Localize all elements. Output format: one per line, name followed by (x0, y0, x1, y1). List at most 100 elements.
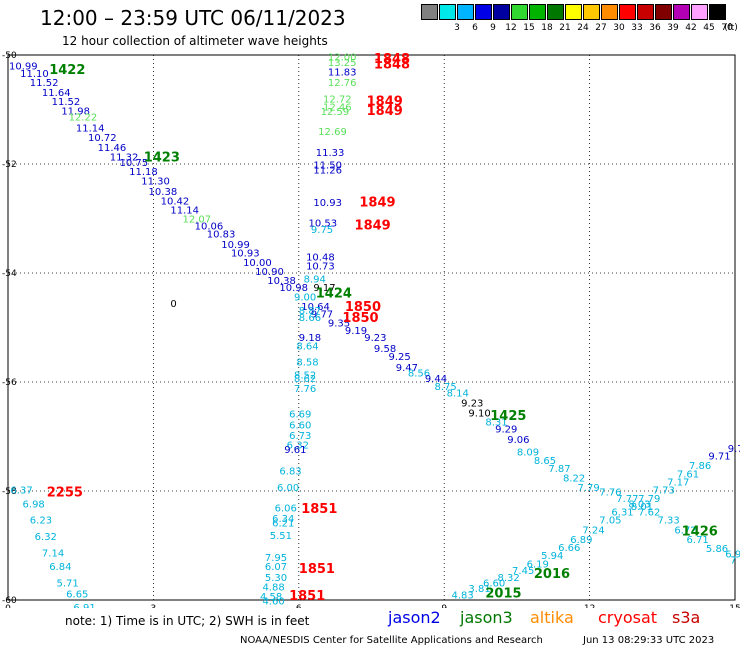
wave-height-map: -50-52-54-56-58-6003691215 10.9911.1011.… (2, 51, 740, 608)
wave-height-label: 12.22 (69, 112, 98, 123)
wave-height-label: 9.71 (708, 451, 730, 462)
x-tick-label: 6 (296, 604, 302, 608)
wave-height-label: 6.66 (558, 543, 580, 554)
pass-time-label: 1849 (367, 104, 403, 119)
legend-label: 12 (505, 23, 517, 33)
x-tick-label: 9 (441, 604, 447, 608)
wave-height-label: 8.22 (563, 474, 585, 485)
footnote: note: 1) Time is in UTC; 2) SWH is in fe… (65, 614, 310, 628)
legend-label: 27 (595, 23, 607, 33)
wave-height-label: 11.33 (316, 148, 345, 159)
wave-height-label: 9.35 (328, 318, 350, 329)
legend-jason2: jason2 (388, 608, 441, 627)
wave-height-label: 6.32 (287, 440, 309, 451)
pass-time-label: 1849 (355, 218, 391, 233)
legend-s3a: s3a (672, 608, 701, 627)
wave-height-label: 9.18 (299, 333, 321, 344)
wave-height-label: 10.83 (207, 230, 236, 241)
wave-height-label: 7.33 (657, 516, 679, 527)
y-tick-label: -58 (2, 487, 17, 497)
wave-height-label: 9.29 (495, 425, 517, 436)
wave-height-label: 5.86 (706, 544, 728, 555)
wave-height-label: 6.21 (272, 518, 294, 529)
y-tick-label: -60 (2, 596, 17, 606)
wave-height-label: 7.76 (294, 384, 316, 395)
wave-height-label: 7.87 (548, 464, 570, 475)
wave-height-label: 8.64 (296, 341, 318, 352)
wave-height-label: 10.72 (88, 133, 117, 144)
legend-label: 30 (613, 23, 625, 33)
wave-height-label: 7.45 (512, 566, 534, 577)
wave-height-label: 8.87 (299, 306, 321, 317)
wave-height-label: 7.95 (265, 553, 287, 564)
y-tick-label: -52 (2, 160, 17, 170)
wave-height-label: 5.51 (270, 531, 292, 542)
wave-height-label: 8.94 (304, 274, 326, 285)
wave-height-label: 9.77 (311, 310, 333, 321)
wave-height-label: 4.83 (451, 590, 473, 601)
wave-height-label: 8.75 (435, 382, 457, 393)
y-tick-label: -56 (2, 378, 17, 388)
wave-height-label: 8.14 (447, 389, 469, 400)
wave-height-label: 12.59 (321, 107, 350, 118)
wave-height-label: 11.32 (110, 153, 139, 164)
legend-swatch (421, 4, 438, 20)
wave-height-labels: 10.9911.1011.5211.6411.5211.9812.2211.14… (9, 52, 740, 608)
wave-height-label: 8.56 (408, 369, 430, 380)
legend-label: 9 (490, 23, 496, 33)
wave-height-label: 10.38 (149, 187, 178, 198)
legend-label: 45 (703, 23, 715, 33)
wave-height-label: 7.17 (667, 478, 689, 489)
wave-height-label: 9.25 (388, 352, 410, 363)
wave-height-label: 7.86 (689, 461, 711, 472)
legend-label: 15 (523, 23, 535, 33)
wave-height-label: 6.07 (265, 562, 287, 573)
wave-height-label: 10.99 (221, 240, 250, 251)
pass-time-label: 1422 (49, 63, 85, 78)
wave-height-label: 12.69 (318, 127, 347, 138)
wave-height-label: 11.46 (98, 143, 127, 154)
wave-height-label: 6.31 (611, 508, 633, 519)
wave-height-label: 9.17 (313, 283, 335, 294)
legend-label: 33 (631, 23, 643, 33)
wave-height-label: 9.61 (284, 445, 306, 456)
wave-height-label: 10.48 (306, 252, 335, 263)
wave-height-label: 8.65 (534, 456, 556, 467)
legend-swatch (457, 4, 474, 20)
wave-height-label: 6.06 (275, 504, 297, 515)
wave-height-label: 3.81 (468, 584, 490, 595)
map-grid (7, 54, 736, 601)
wave-height-label: 10.73 (306, 262, 335, 273)
legend-swatch (583, 4, 600, 20)
pass-time-label: 1851 (299, 562, 335, 577)
y-tick-label: -50 (2, 51, 17, 61)
x-tick-label: 12 (584, 604, 595, 608)
pass-time-label: 1848 (374, 58, 410, 73)
wave-height-label: 6.89 (570, 535, 592, 546)
wave-height-label: 10.93 (231, 249, 260, 260)
wave-height-label: 6.72 (674, 526, 696, 537)
wave-height-label: 4.58 (260, 592, 282, 603)
wave-height-label: 6.92 (725, 549, 740, 560)
wave-height-label: 9.44 (425, 374, 447, 385)
wave-height-label: 11.10 (20, 69, 49, 80)
legend-label: 42 (685, 23, 697, 33)
wave-height-label: 6.60 (289, 420, 311, 431)
legend-swatch (475, 4, 492, 20)
legend-swatch (619, 4, 636, 20)
axis-ticks: -50-52-54-56-58-6003691215 (2, 51, 740, 608)
wave-height-label: 10.53 (308, 219, 337, 230)
wave-height-label: 12.76 (328, 78, 357, 89)
wave-height-label: 8.03 (628, 499, 650, 510)
wave-height-label: 6.65 (66, 589, 88, 600)
wave-height-label: 12.07 (182, 214, 211, 225)
wave-height-label: 7.76 (599, 487, 621, 498)
wave-height-label: 4.88 (262, 583, 284, 594)
wave-height-label: 6.23 (30, 516, 52, 527)
wave-height-label: 6.32 (35, 532, 57, 543)
pass-time-label: 1849 (367, 95, 403, 110)
wave-height-label: 11.50 (313, 160, 342, 171)
wave-height-label: 8.62 (294, 374, 316, 385)
generated-timestamp: Jun 13 08:29:33 UTC 2023 (583, 635, 715, 646)
wave-height-label: 7.05 (599, 516, 621, 527)
